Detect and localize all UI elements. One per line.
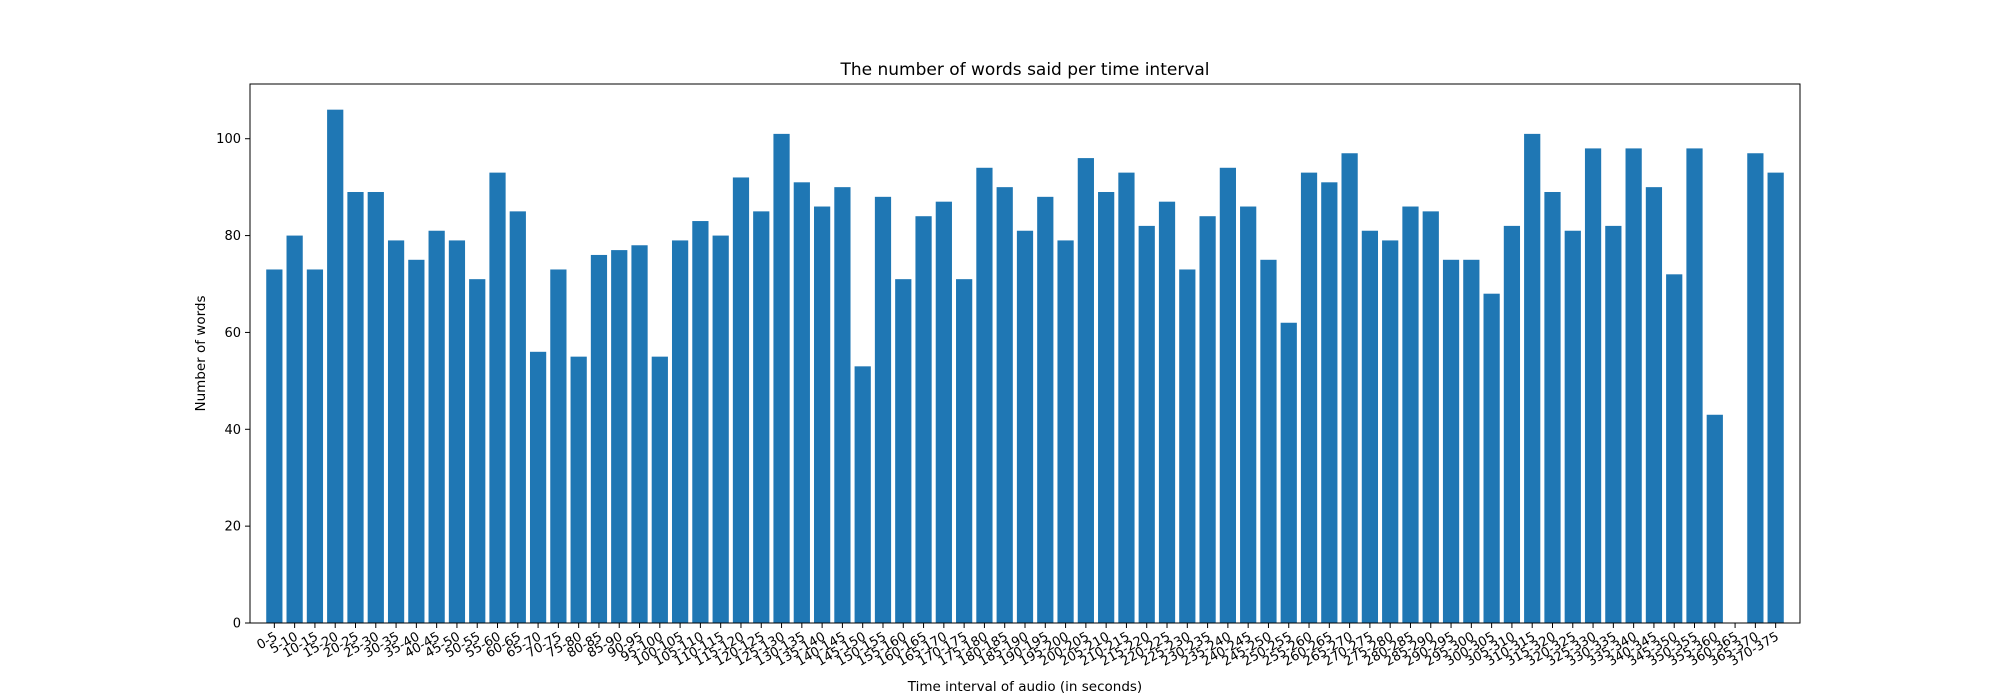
bar-175-180 [976, 167, 993, 623]
bar-225-230 [1179, 269, 1196, 623]
bar-320-325 [1564, 230, 1581, 624]
bar-300-305 [1483, 293, 1500, 623]
bar-165-170 [935, 201, 952, 623]
bar-355-360 [1706, 414, 1723, 623]
y-tick-label: 40 [224, 423, 241, 438]
bar-65-70 [529, 351, 547, 623]
bar-210-215 [1118, 172, 1135, 624]
bar-205-210 [1098, 191, 1115, 623]
bar-180-185 [996, 187, 1013, 623]
bar-190-195 [1037, 196, 1054, 623]
bars-group [266, 109, 1784, 624]
bar-160-165 [915, 216, 932, 623]
bar-370-375 [1767, 172, 1784, 624]
bar-270-275 [1361, 230, 1379, 624]
bar-295-300 [1463, 259, 1480, 623]
bar-235-240 [1219, 167, 1236, 623]
bar-20-25 [347, 191, 364, 623]
bar-15-20 [327, 109, 344, 623]
bar-35-40 [408, 259, 425, 623]
x-axis-label: Time interval of audio (in seconds) [907, 679, 1142, 695]
bar-215-220 [1138, 225, 1155, 624]
bar-115-120 [732, 177, 750, 624]
bar-195-200 [1057, 240, 1074, 623]
bar-120-125 [753, 211, 770, 623]
bar-150-155 [874, 196, 892, 623]
bar-335-340 [1625, 148, 1642, 623]
bar-330-335 [1605, 225, 1622, 624]
bar-50-55 [469, 279, 486, 623]
y-tick-label: 80 [224, 229, 241, 244]
bar-290-295 [1442, 259, 1460, 623]
x-axis: 0-55-1010-1515-2020-2525-3030-3535-4040-… [254, 623, 1782, 670]
bar-85-90 [611, 250, 628, 623]
bar-135-140 [814, 206, 831, 623]
bar-90-95 [631, 245, 648, 623]
bar-220-225 [1158, 201, 1176, 623]
bar-250-255 [1280, 322, 1297, 623]
bar-10-15 [306, 269, 324, 623]
y-axis-label: Number of words [193, 295, 209, 411]
y-axis: 0 20 40 60 80 100 [216, 132, 250, 632]
bar-100-105 [671, 240, 689, 623]
bar-40-45 [428, 230, 445, 624]
bar-75-80 [570, 356, 587, 623]
bar-70-75 [550, 269, 567, 623]
bar-110-115 [712, 235, 729, 623]
bar-325-330 [1584, 148, 1602, 623]
bar-275-280 [1382, 240, 1399, 623]
bar-245-250 [1260, 259, 1277, 623]
bar-260-265 [1321, 182, 1338, 624]
y-tick-label: 100 [216, 132, 241, 147]
bar-280-285 [1402, 206, 1419, 623]
bar-365-370 [1747, 153, 1764, 623]
bar-310-315 [1524, 133, 1541, 624]
bar-0-5 [266, 269, 283, 623]
bar-140-145 [834, 187, 851, 623]
y-tick-label: 0 [233, 617, 241, 632]
bar-30-35 [387, 240, 405, 623]
bar-130-135 [793, 182, 810, 624]
chart-title: The number of words said per time interv… [839, 60, 1209, 80]
bar-185-190 [1016, 230, 1034, 624]
bar-105-110 [692, 221, 709, 624]
bar-145-150 [854, 366, 871, 623]
bar-125-130 [773, 133, 790, 624]
bar-350-355 [1686, 148, 1703, 623]
bar-55-60 [489, 172, 506, 624]
bar-170-175 [956, 279, 973, 623]
bar-240-245 [1240, 206, 1257, 623]
bar-95-100 [651, 356, 668, 623]
bar-265-270 [1341, 153, 1358, 623]
bar-230-235 [1199, 216, 1216, 623]
bar-315-320 [1544, 191, 1561, 623]
bar-25-30 [367, 191, 384, 623]
y-tick-label: 20 [224, 520, 241, 535]
bar-340-345 [1645, 187, 1663, 623]
bar-80-85 [590, 254, 608, 623]
bar-155-160 [895, 279, 912, 623]
bar-285-290 [1422, 211, 1439, 623]
bar-345-350 [1666, 274, 1683, 623]
bar-305-310 [1503, 225, 1521, 624]
bar-60-65 [509, 211, 526, 623]
bar-255-260 [1300, 172, 1318, 624]
bar-45-50 [448, 240, 466, 623]
y-tick-label: 60 [224, 326, 241, 341]
bar-5-10 [286, 235, 303, 623]
bar-200-205 [1077, 158, 1094, 623]
